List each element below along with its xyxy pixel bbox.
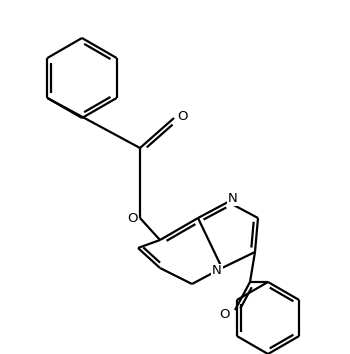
Text: O: O: [220, 308, 230, 321]
Text: O: O: [178, 109, 188, 122]
Text: N: N: [212, 264, 222, 278]
Text: O: O: [127, 211, 137, 224]
Text: N: N: [228, 193, 238, 206]
